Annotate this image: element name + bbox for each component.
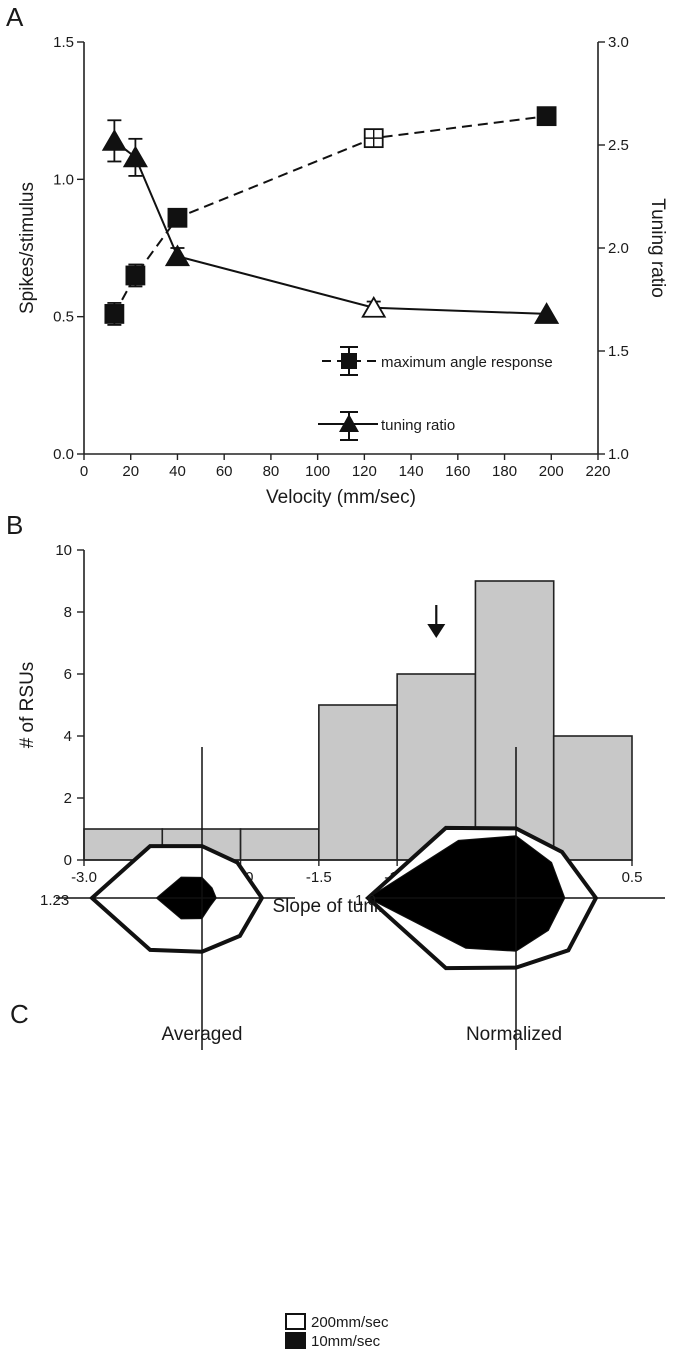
y2-tick-label-a: 1.5 bbox=[608, 343, 629, 360]
panel-label-a: A bbox=[6, 2, 24, 32]
legend-c: 200mm/sec 10mm/sec bbox=[285, 1313, 389, 1350]
y2-axis-title-a: Tuning ratio bbox=[647, 198, 668, 298]
y-tick-label-a: 0.0 bbox=[53, 446, 74, 463]
radar-title-averaged: Averaged bbox=[162, 1024, 243, 1045]
radar-averaged bbox=[56, 747, 295, 1050]
triangle-marker bbox=[361, 295, 387, 318]
y2-tick-label-a: 3.0 bbox=[608, 34, 629, 51]
x-tick-label-b: -3.0 bbox=[71, 869, 97, 886]
y-tick-label-a: 1.5 bbox=[53, 34, 74, 51]
x-tick-label-a: 160 bbox=[445, 463, 470, 480]
x-tick-label-a: 80 bbox=[263, 463, 280, 480]
median-arrow bbox=[427, 605, 446, 638]
radar-title-normalized: Normalized bbox=[466, 1024, 562, 1045]
legend-entry-square: maximum angle response bbox=[322, 346, 553, 376]
radar-panel-c: Averaged Normalized 1.23 1.0 200mm/sec 1… bbox=[40, 747, 665, 1350]
x-tick-label-b: 0.5 bbox=[622, 869, 643, 886]
x-axis-title-a: Velocity (mm/sec) bbox=[266, 487, 416, 508]
legend-a: maximum angle response tuning ratio bbox=[318, 346, 553, 441]
histogram-bar bbox=[239, 828, 320, 861]
legend-triangle-marker bbox=[339, 414, 359, 432]
legend-label-10: 10mm/sec bbox=[311, 1333, 381, 1350]
legend-label-series-1: maximum angle response bbox=[381, 354, 553, 371]
triangle-marker bbox=[534, 302, 560, 324]
x-tick-label-a: 20 bbox=[122, 463, 139, 480]
y-tick-label-b: 4 bbox=[64, 728, 72, 745]
y-tick-label-a: 1.0 bbox=[53, 171, 74, 188]
histogram-bar bbox=[552, 735, 633, 861]
triangle-marker bbox=[164, 244, 191, 267]
y-axis-title-a: Spikes/stimulus bbox=[17, 182, 38, 314]
triangle-marker bbox=[101, 129, 127, 151]
plot-a-axes bbox=[83, 42, 599, 455]
radar-scale-label-averaged: 1.23 bbox=[40, 892, 69, 909]
x-tick-label-a: 140 bbox=[399, 463, 424, 480]
line-chart-panel-a: 0 20 40 60 80 100 120 140 160 180 200 220 0.0 0.5 1.0… bbox=[17, 34, 668, 508]
panel-label-c: C bbox=[10, 999, 29, 1029]
histogram-bar bbox=[474, 580, 555, 861]
y-tick-label-b: 0 bbox=[64, 852, 72, 869]
legend-label-200: 200mm/sec bbox=[311, 1314, 389, 1331]
legend-square-marker bbox=[341, 353, 357, 369]
panel-label-b: B bbox=[6, 510, 23, 540]
y-tick-label-b: 10 bbox=[55, 542, 72, 559]
square-marker bbox=[125, 265, 146, 286]
arrow-head bbox=[427, 624, 446, 638]
y-tick-label-b: 2 bbox=[64, 790, 72, 807]
x-tick-label-b: -1.5 bbox=[306, 869, 332, 886]
radar-scale-label-normalized: 1.0 bbox=[355, 892, 376, 909]
histogram-bar bbox=[318, 704, 398, 861]
y-tick-label-a: 0.5 bbox=[53, 309, 74, 326]
legend-entry-triangle: tuning ratio bbox=[318, 411, 455, 441]
x-tick-label-a: 120 bbox=[352, 463, 377, 480]
y-tick-label-b: 6 bbox=[64, 666, 72, 683]
square-marker bbox=[167, 207, 188, 228]
x-tick-label-a: 200 bbox=[539, 463, 564, 480]
x-tick-label-a: 40 bbox=[169, 463, 186, 480]
y2-tick-label-a: 1.0 bbox=[608, 446, 629, 463]
y-tick-label-b: 8 bbox=[64, 604, 72, 621]
x-tick-label-a: 60 bbox=[216, 463, 233, 480]
x-tick-label-a: 100 bbox=[305, 463, 330, 480]
radar-normalized bbox=[365, 747, 665, 1050]
square-marker bbox=[536, 106, 557, 127]
triangle-marker bbox=[122, 145, 148, 168]
legend-swatch-10 bbox=[285, 1332, 306, 1349]
legend-swatch-200 bbox=[285, 1313, 306, 1330]
y2-tick-label-a: 2.5 bbox=[608, 137, 629, 154]
y-axis-title-b: # of RSUs bbox=[17, 662, 38, 749]
legend-label-series-2: tuning ratio bbox=[381, 417, 455, 434]
y2-tick-label-a: 2.0 bbox=[608, 240, 629, 257]
square-marker bbox=[104, 304, 125, 324]
x-tick-label-a: 220 bbox=[585, 463, 610, 480]
x-tick-label-a: 180 bbox=[492, 463, 517, 480]
x-tick-label-a: 0 bbox=[80, 463, 88, 480]
